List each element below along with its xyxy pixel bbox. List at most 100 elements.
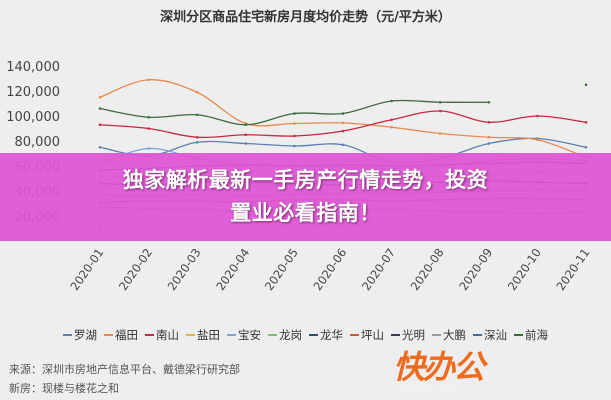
source-line-2: 新房：现楼与楼花之和: [9, 382, 119, 395]
data-point: [293, 134, 296, 138]
data-point: [487, 120, 491, 124]
x-tick-label: 2020-03: [165, 246, 204, 293]
data-point: [293, 112, 296, 115]
headline-line-1: 独家解析最新一手房产行情走势，投资: [122, 168, 489, 192]
legend-label: 龙岗: [279, 328, 302, 342]
x-tick-label: 2020-06: [310, 246, 349, 293]
data-point: [195, 140, 199, 144]
x-tick-label: 2020-08: [408, 246, 447, 293]
data-point: [341, 129, 345, 133]
data-point: [147, 78, 150, 82]
legend-item: 盐田: [186, 327, 220, 343]
legend-label: 宝安: [238, 328, 261, 342]
legend-item: 大鹏: [432, 327, 466, 343]
data-point: [341, 112, 345, 115]
x-tick-label: 2020-02: [116, 246, 155, 293]
legend-swatch: [145, 334, 154, 336]
data-point: [390, 125, 393, 129]
legend-swatch: [391, 334, 400, 336]
legend-swatch: [186, 334, 195, 336]
watermark-text: 快办公: [392, 348, 485, 386]
x-tick-label: 2020-01: [67, 246, 106, 293]
legend-item: 前海: [514, 327, 548, 343]
legend-label: 前海: [525, 328, 548, 342]
data-point: [98, 95, 102, 99]
x-tick-label: 2020-11: [553, 246, 592, 293]
legend-item: 罗湖: [63, 327, 97, 343]
legend-label: 光明: [402, 328, 425, 342]
data-point: [536, 138, 539, 142]
legend-label: 大鹏: [443, 328, 466, 342]
data-point: [147, 115, 150, 119]
data-point: [390, 99, 393, 103]
legend-swatch: [473, 334, 482, 336]
legend-swatch: [104, 334, 113, 336]
y-tick-label: 100,000: [6, 110, 60, 125]
data-point: [293, 122, 296, 125]
data-point: [195, 135, 199, 139]
watermark-logo: 快办公 轻松高效 快乐办公: [388, 350, 488, 394]
legend-item: 光明: [391, 327, 425, 343]
data-point: [438, 100, 442, 104]
headline-line-2: 置业必看指南！: [230, 201, 381, 225]
chart-title: 深圳分区商品住宅新房月度均价走势（元/平方米）: [160, 10, 451, 25]
data-point: [147, 127, 150, 130]
legend-label: 罗湖: [74, 328, 97, 342]
data-point: [438, 132, 442, 135]
legend-label: 深汕: [484, 328, 507, 342]
legend-label: 龙华: [320, 328, 343, 342]
y-tick-label: 120,000: [6, 85, 60, 100]
legend-swatch: [63, 334, 72, 336]
x-tick-label: 2020-05: [262, 246, 301, 293]
data-point: [487, 142, 491, 145]
data-point: [195, 90, 199, 94]
data-point: [293, 144, 296, 148]
data-point: [487, 135, 491, 139]
data-point: [341, 121, 345, 125]
data-point: [584, 83, 588, 87]
legend-item: 深汕: [473, 327, 507, 343]
legend-swatch: [350, 334, 359, 336]
x-tick-label: 2020-10: [505, 246, 544, 293]
legend-swatch: [309, 334, 318, 336]
legend-label: 坪山: [361, 328, 384, 342]
data-point: [487, 100, 491, 104]
legend-item: 坪山: [350, 327, 384, 343]
legend-swatch: [227, 334, 236, 336]
legend-label: 南山: [156, 328, 179, 342]
data-point: [98, 107, 102, 110]
headline-banner: 独家解析最新一手房产行情走势，投资 置业必看指南！: [0, 153, 611, 241]
y-tick-label: 80,000: [15, 135, 61, 150]
x-tick-label: 2020-09: [456, 246, 495, 293]
data-point: [244, 123, 248, 127]
data-point: [536, 114, 539, 118]
legend-item: 龙岗: [268, 327, 302, 343]
data-point: [98, 145, 102, 149]
data-point: [244, 142, 248, 145]
data-point: [195, 113, 199, 117]
legend-item: 宝安: [227, 327, 261, 343]
legend-label: 福田: [115, 328, 138, 342]
legend-label: 盐田: [197, 328, 220, 342]
data-point: [147, 147, 150, 150]
x-tick-label: 2020-07: [359, 246, 398, 293]
chart-legend: 罗湖 福田 南山 盐田 宝安 龙岗 龙华 坪山 光明 大鹏 深汕 前海: [0, 327, 611, 343]
legend-item: 福田: [104, 327, 138, 343]
legend-swatch: [432, 334, 441, 336]
source-note: 来源：深圳市房地产信息平台、戴德梁行研究部 新房：现楼与楼花之和: [9, 360, 240, 398]
data-point: [341, 143, 345, 147]
series-line-南山: [99, 110, 587, 139]
legend-item: 龙华: [309, 327, 343, 343]
y-tick-label: 140,000: [6, 60, 60, 75]
data-point: [438, 109, 442, 113]
legend-swatch: [268, 334, 277, 336]
data-point: [584, 120, 588, 124]
legend-item: 南山: [145, 327, 179, 343]
watermark-subtext: 轻松高效 快乐办公: [399, 385, 477, 393]
data-point: [390, 118, 393, 122]
legend-swatch: [514, 334, 523, 336]
x-tick-label: 2020-04: [213, 246, 252, 293]
data-point: [584, 145, 588, 149]
source-line-1: 来源：深圳市房地产信息平台、戴德梁行研究部: [9, 363, 240, 376]
data-point: [244, 133, 248, 137]
